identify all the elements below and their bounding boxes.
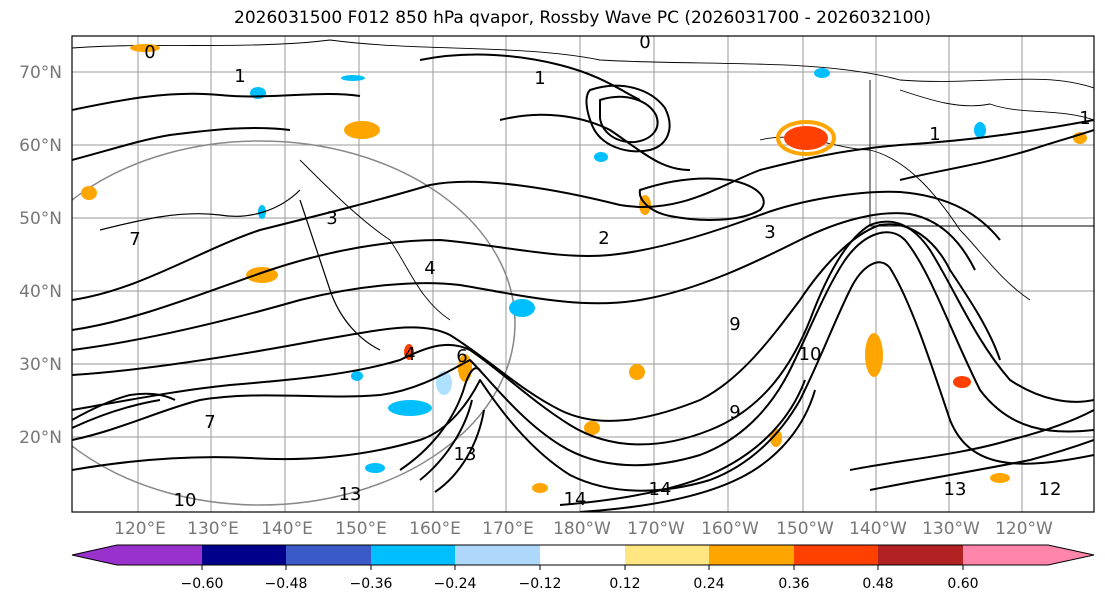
contour-label: 4 [404,344,415,365]
positive-anomaly-patch [953,376,971,388]
contour-label: 10 [174,490,197,511]
contour-label: 13 [944,479,967,500]
colorbar-outline [71,544,1095,566]
contour-label: 2 [598,228,609,249]
colorbar-tick-label: 0.48 [862,576,893,592]
longitude-label: 180°W [553,519,611,539]
positive-anomaly-patch [865,333,883,377]
colorbar-tick-label: −0.24 [434,576,477,592]
longitude-labels: 120°E 130°E 140°E 150°E 160°E 170°E 180°W 170°W… [114,519,1053,539]
colorbar-segment [72,545,202,565]
colorbar-tick-label: 0.36 [778,576,809,592]
contour-label: 3 [764,222,775,243]
contour-label: 14 [564,489,587,510]
contour-lines [72,53,1094,512]
colorbar-tick-label: −0.36 [350,576,393,592]
colorbar-segment [963,545,1094,565]
positive-anomaly-patch [990,473,1010,483]
latitude-label: 30°N [19,355,62,375]
map-title: 2026031500 F012 850 hPa qvapor, Rossby W… [234,8,931,28]
longitude-label: 120°E [114,519,166,539]
colorbar-segment [878,545,963,565]
colorbar-tick-label: −0.60 [181,576,224,592]
contour-label: 7 [129,229,140,250]
positive-anomaly-patch [81,186,97,200]
negative-anomaly-patch [509,299,535,317]
longitude-label: 140°W [849,519,907,539]
colorbar-segment [371,545,455,565]
positive-anomaly-patch [344,121,380,139]
colorbar-segment [625,545,709,565]
contour-label: 9 [729,314,740,335]
colorbar-tick-label: 0.24 [693,576,724,592]
latitude-label: 50°N [19,209,62,229]
contour-label: 4 [424,258,435,279]
longitude-label: 150°E [335,519,387,539]
contour-label: 0 [639,32,650,53]
colorbar-segment [455,545,540,565]
contour-label: 13 [339,484,362,505]
contour-label: 10 [799,344,822,365]
positive-anomaly-patch [770,429,782,447]
colorbar-segment [794,545,878,565]
longitude-label: 170°W [627,519,685,539]
positive-anomaly-patch [130,44,160,52]
latitude-label: 60°N [19,136,62,156]
contour-label: 9 [729,402,740,423]
positive-anomaly-patch [784,126,828,150]
longitude-label: 140°E [261,519,313,539]
map-frame [71,35,1095,513]
colorbar-tick-label: −0.12 [519,576,562,592]
longitude-label: 120°W [995,519,1053,539]
negative-anomaly-patch [365,463,385,473]
contour-label: 13 [454,444,477,465]
latitude-label: 20°N [19,428,62,448]
contour-label: 0 [144,42,155,63]
longitude-label: 130°E [187,519,239,539]
region-ellipse [72,140,516,506]
negative-anomaly-patch [351,371,363,381]
contour-label: 14 [649,479,672,500]
latitude-label: 70°N [19,63,62,83]
positive-anomaly-patch [629,364,645,380]
longitude-label: 130°W [922,519,980,539]
colorbar-segment [540,545,625,565]
positive-anomaly-patch [532,483,548,493]
colorbar-segment [286,545,371,565]
contour-label: 6 [456,346,467,367]
map-background [72,36,1094,512]
negative-anomaly-patch [814,68,830,78]
negative-anomaly-patch [974,122,986,138]
positive-anomaly-patch [584,421,600,435]
contour-label: 1 [1079,108,1090,129]
contour-label: 12 [1039,479,1062,500]
contour-label: 3 [326,208,337,229]
positive-anomaly-patch [776,120,836,156]
colorbar-tick-label: 0.12 [609,576,640,592]
colorbar: −0.60 −0.48 −0.36 −0.24 −0.12 0.12 0.24 0.36 0.4… [71,544,1095,592]
longitude-label: 150°W [776,519,834,539]
longitude-label: 170°E [482,519,534,539]
negative-anomaly-patch [341,75,365,81]
contour-label: 1 [534,68,545,89]
latitude-labels: 20°N 30°N 40°N 50°N 60°N 70°N [19,63,62,448]
contour-label: 1 [234,66,245,87]
negative-anomaly-patch [388,400,432,416]
longitude-label: 160°E [409,519,461,539]
colorbar-segment [709,545,794,565]
contour-label: 7 [204,412,215,433]
colorbar-tick-label: 0.60 [947,576,978,592]
anomaly-shading [81,44,1087,493]
colorbar-tick-label: −0.48 [265,576,308,592]
colorbar-segment [202,545,286,565]
negative-anomaly-patch [594,152,608,162]
contour-label: 1 [929,124,940,145]
longitude-label: 160°W [701,519,759,539]
negative-anomaly-patch [436,371,452,395]
latitude-label: 40°N [19,282,62,302]
